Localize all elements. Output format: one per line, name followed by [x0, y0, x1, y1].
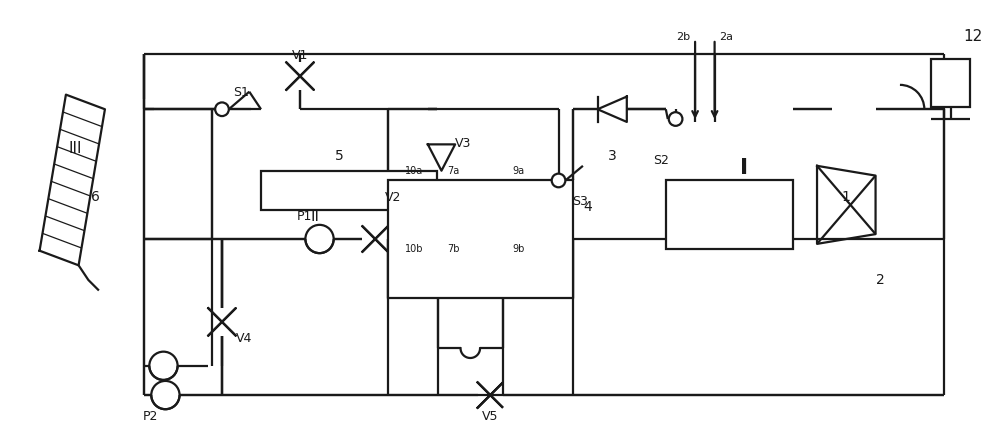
- Text: 5: 5: [335, 149, 343, 163]
- Bar: [666, 181, 793, 249]
- Circle shape: [215, 103, 229, 116]
- Bar: [261, 171, 437, 210]
- Text: 2b: 2b: [676, 32, 690, 42]
- Text: V2: V2: [385, 191, 401, 203]
- Text: S2: S2: [653, 154, 669, 168]
- Text: 12: 12: [963, 29, 983, 43]
- Text: 7a: 7a: [448, 166, 460, 176]
- Circle shape: [669, 112, 682, 126]
- Text: S1: S1: [234, 86, 249, 99]
- Text: 7b: 7b: [448, 244, 460, 254]
- Text: 6: 6: [91, 190, 100, 204]
- Text: 9b: 9b: [512, 244, 525, 254]
- Text: V1: V1: [292, 49, 308, 62]
- Text: V4: V4: [236, 332, 253, 345]
- Text: V3: V3: [455, 137, 471, 150]
- Text: V5: V5: [482, 410, 498, 422]
- Text: P2: P2: [143, 410, 158, 422]
- Circle shape: [149, 352, 178, 380]
- Text: 9a: 9a: [512, 166, 525, 176]
- Text: 3: 3: [608, 149, 617, 163]
- Bar: [388, 181, 573, 298]
- Text: 1: 1: [842, 190, 851, 204]
- Text: S3: S3: [572, 195, 588, 208]
- Text: 2a: 2a: [719, 32, 733, 42]
- Text: I: I: [740, 158, 748, 178]
- Text: 10a: 10a: [405, 166, 424, 176]
- Text: II: II: [310, 209, 319, 224]
- Text: P1: P1: [297, 210, 313, 223]
- Text: 4: 4: [583, 200, 592, 214]
- Circle shape: [305, 225, 334, 253]
- Circle shape: [151, 381, 180, 409]
- Text: 2: 2: [876, 273, 885, 287]
- Bar: [931, 59, 970, 107]
- Circle shape: [552, 173, 565, 187]
- Text: III: III: [69, 141, 82, 156]
- Text: 10b: 10b: [405, 244, 424, 254]
